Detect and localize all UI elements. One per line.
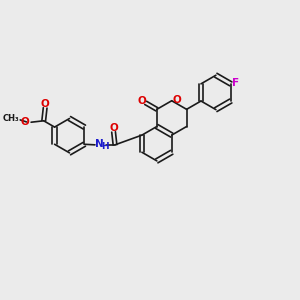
Text: O: O	[172, 95, 181, 105]
Text: CH₃: CH₃	[3, 114, 20, 123]
Text: O: O	[138, 96, 147, 106]
Text: N: N	[94, 139, 103, 149]
Text: O: O	[21, 117, 29, 127]
Text: H: H	[101, 142, 109, 151]
Text: O: O	[109, 123, 118, 133]
Text: O: O	[41, 99, 50, 109]
Text: F: F	[232, 78, 239, 88]
